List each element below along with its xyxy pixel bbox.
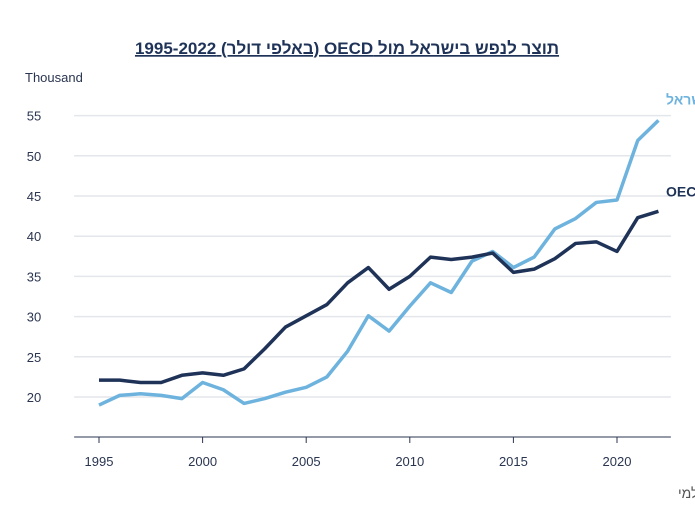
- y-tick-label: 55: [27, 109, 41, 124]
- y-tick-label: 25: [27, 350, 41, 365]
- series-line-0: [98, 119, 660, 407]
- source-note: *מקור: הבנק העולמי: [678, 485, 695, 501]
- x-tick-label: 2000: [188, 454, 217, 469]
- x-tick-label: 2010: [395, 454, 424, 469]
- x-tick-label: 2015: [499, 454, 528, 469]
- y-tick-label: 45: [27, 189, 41, 204]
- chart-title: תוצר לנפש בישראל מול OECD (באלפי דולר) 1…: [135, 39, 559, 58]
- x-tick-label: 2005: [292, 454, 321, 469]
- series-line-1: [99, 209, 659, 385]
- y-axis-label: Thousand: [25, 70, 83, 85]
- y-tick-label: 20: [27, 390, 41, 405]
- y-tick-label: 35: [27, 269, 41, 284]
- y-tick-label: 30: [27, 310, 41, 325]
- x-tick-label: 1995: [85, 454, 114, 469]
- y-tick-label: 40: [27, 229, 41, 244]
- series-label: ישראל: [666, 91, 695, 107]
- series-label: OECD: [666, 183, 695, 199]
- x-tick-label: 2020: [603, 454, 632, 469]
- y-tick-label: 50: [27, 149, 41, 164]
